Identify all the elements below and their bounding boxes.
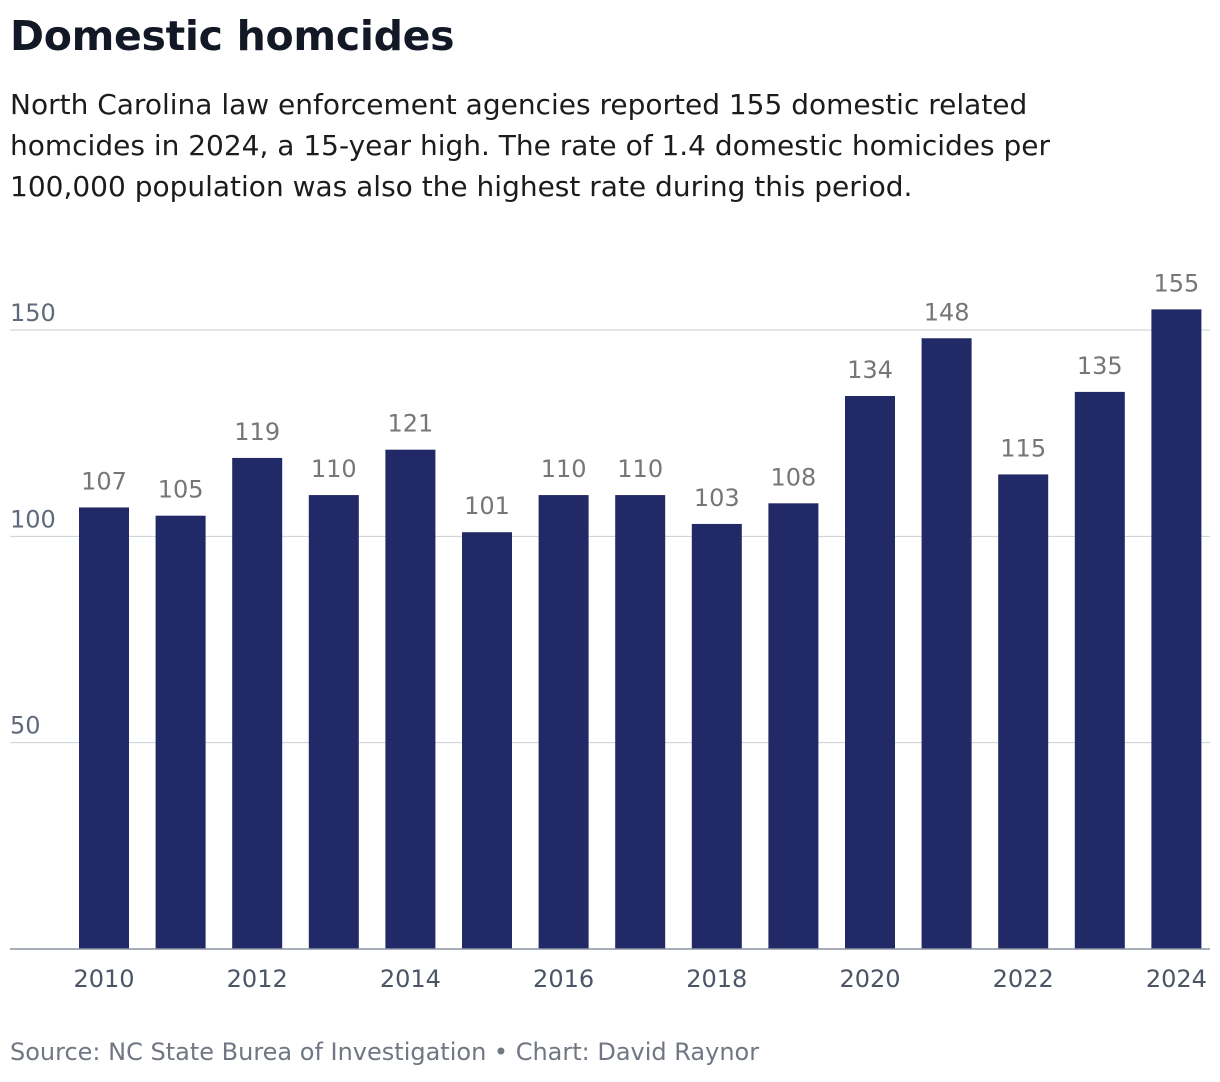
bar-2012 [232, 457, 283, 949]
data-label-2023: 135 [1077, 352, 1123, 380]
x-tick-label-2012: 2012 [227, 965, 288, 993]
x-tick-label-2022: 2022 [993, 965, 1054, 993]
bar-2014 [385, 449, 436, 949]
y-tick-label-50: 50 [10, 712, 41, 740]
bar-2010 [79, 507, 129, 949]
chart-subtitle: North Carolina law enforcement agencies … [10, 88, 1051, 203]
bar-2019 [768, 503, 819, 949]
data-label-2018: 103 [694, 484, 740, 512]
data-label-2011: 105 [158, 476, 204, 504]
data-label-2010: 107 [81, 467, 127, 495]
chart-title: Domestic homcides [10, 12, 455, 60]
data-label-2024: 155 [1153, 269, 1199, 297]
x-axis: 2010 2012 2014 2016 2018 2020 2022 2024 [10, 948, 1210, 993]
data-label-2015: 101 [464, 492, 510, 520]
bar-2011 [155, 515, 206, 949]
data-labels: 107 105 119 110 121 101 110 110 103 108 134 148 115 1… [81, 269, 1199, 520]
x-tick-label-2010: 2010 [73, 965, 134, 993]
data-label-2022: 115 [1000, 434, 1046, 462]
bar-2024 [1151, 309, 1202, 949]
source-credit: Source: NC State Burea of Investigation … [10, 1038, 760, 1066]
data-label-2020: 134 [847, 356, 893, 384]
bar-2017 [615, 495, 666, 949]
x-tick-label-2016: 2016 [533, 965, 594, 993]
data-label-2017: 110 [617, 455, 663, 483]
bar-2016 [538, 495, 589, 949]
bar-2023 [1074, 391, 1125, 949]
data-label-2019: 108 [770, 463, 816, 491]
bar-2022 [998, 474, 1049, 949]
y-tick-label-100: 100 [10, 505, 56, 533]
y-tick-label-150: 150 [10, 299, 56, 327]
bar-2021 [921, 338, 972, 950]
x-tick-label-2024: 2024 [1146, 965, 1207, 993]
bar-2013 [308, 495, 359, 949]
data-label-2016: 110 [541, 455, 587, 483]
x-tick-label-2018: 2018 [686, 965, 747, 993]
data-label-2021: 148 [924, 298, 970, 326]
x-tick-label-2014: 2014 [380, 965, 441, 993]
x-tick-label-2020: 2020 [839, 965, 900, 993]
data-label-2014: 121 [387, 410, 433, 438]
bar-2018 [691, 523, 742, 949]
bar-2020 [845, 396, 895, 949]
bar-2015 [462, 532, 512, 949]
data-label-2012: 119 [234, 418, 280, 446]
data-label-2013: 110 [311, 455, 357, 483]
bars [79, 309, 1202, 950]
